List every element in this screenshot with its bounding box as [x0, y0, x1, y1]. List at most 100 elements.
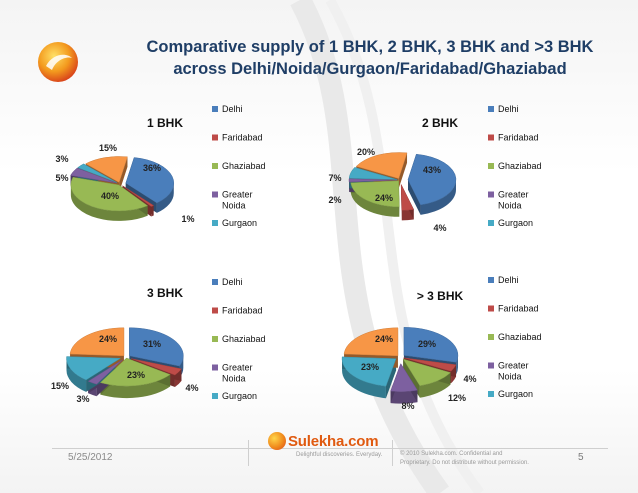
- legend-label-delhi: Delhi: [222, 277, 243, 287]
- legend-label-delhi: Delhi: [222, 104, 243, 114]
- data-label-ghaziabad: 12%: [448, 393, 466, 403]
- data-label-faridabad: 1%: [181, 214, 194, 224]
- slide-title: Comparative supply of 1 BHK, 2 BHK, 3 BH…: [120, 36, 620, 80]
- data-label-ghaziabad: 23%: [127, 370, 145, 380]
- legend-swatch-delhi: [212, 106, 218, 112]
- data-label-other: 20%: [357, 147, 375, 157]
- data-label-gurgaon: 3%: [55, 154, 68, 164]
- chart-title: 3 BHK: [147, 286, 183, 300]
- slice-side-ghaziabad: [100, 374, 171, 399]
- legend-label-gurgaon: Gurgaon: [222, 218, 257, 228]
- slice-greater-noida: [348, 178, 398, 183]
- slice-faridabad: [122, 185, 155, 207]
- slice-edge-delhi: [407, 179, 421, 215]
- legend-label-greater-noida: Greater Noida: [498, 361, 529, 382]
- legend-swatch-greater-noida: [488, 362, 494, 369]
- data-label-faridabad: 4%: [433, 223, 446, 233]
- brand-tagline: Delightful discoveries. Everyday.: [296, 452, 383, 458]
- data-label-other: 24%: [375, 334, 393, 344]
- legend-label-delhi: Delhi: [498, 275, 519, 285]
- legend-label-gurgaon: Gurgaon: [498, 389, 533, 399]
- legend-swatch-ghaziabad: [212, 336, 218, 342]
- data-label-delhi: 43%: [423, 165, 441, 175]
- legend-label-faridabad: Faridabad: [222, 133, 263, 143]
- chart-legend: Delhi Faridabad Ghaziabad Greater Noida Gurga…: [212, 104, 266, 228]
- sulekha-logo-icon: [38, 42, 78, 82]
- chart-title: 2 BHK: [422, 116, 458, 130]
- legend-swatch-delhi: [488, 106, 494, 112]
- footer-date: 5/25/2012: [68, 452, 113, 463]
- data-label-ghaziabad: 40%: [101, 191, 119, 201]
- slice-ghaziabad: [70, 176, 149, 212]
- legend-swatch-ghaziabad: [488, 163, 494, 169]
- pie-chart-4: 29% 4% 12% 8% 23% 24% > 3 BHK Delhi Faridabad Gha…: [341, 275, 542, 411]
- slice-edge-other: [119, 156, 128, 193]
- data-label-other: 15%: [99, 143, 117, 153]
- slice-greater-noida: [87, 359, 123, 385]
- legend-label-greater-noida: Greater Noida: [222, 190, 253, 211]
- chart-title: 1 BHK: [147, 116, 183, 130]
- pie-chart-2: 43% 4% 24% 2% 7% 20% 2 BHK Delhi Faridabad Ghazia…: [328, 104, 541, 233]
- data-label-gurgaon: 23%: [361, 362, 379, 372]
- data-label-gurgaon: 15%: [51, 381, 69, 391]
- data-label-greater-noida: 3%: [76, 394, 89, 404]
- slice-gurgaon: [66, 356, 122, 381]
- page-number: 5: [578, 452, 584, 463]
- slice-faridabad: [403, 357, 457, 372]
- slice-gurgaon: [341, 356, 397, 387]
- legend-swatch-faridabad: [488, 134, 494, 141]
- legend-label-ghaziabad: Ghaziabad: [222, 161, 266, 171]
- legend-label-faridabad: Faridabad: [222, 306, 263, 316]
- data-label-gurgaon: 7%: [328, 173, 341, 183]
- legend-label-greater-noida: Greater Noida: [498, 190, 529, 211]
- slice-ghaziabad: [350, 180, 400, 208]
- footer-brand: Sulekha.com Delightful discoveries. Ever…: [268, 430, 408, 466]
- legend-swatch-faridabad: [488, 305, 494, 312]
- chart-legend: Delhi Faridabad Ghaziabad Greater Noida Gurga…: [488, 275, 542, 399]
- slice-other: [85, 156, 128, 183]
- slice-side-ghaziabad: [70, 184, 148, 221]
- legend-label-ghaziabad: Ghaziabad: [222, 334, 266, 344]
- data-label-delhi: 31%: [143, 339, 161, 349]
- slice-delhi: [403, 327, 459, 363]
- legend-label-delhi: Delhi: [498, 104, 519, 114]
- slice-gurgaon: [77, 163, 118, 183]
- legend-swatch-delhi: [212, 279, 218, 285]
- data-label-ghaziabad: 24%: [375, 193, 393, 203]
- legend-swatch-faridabad: [212, 307, 218, 314]
- title-line-1: Comparative supply of 1 BHK, 2 BHK, 3 BH…: [146, 38, 594, 56]
- legend-swatch-delhi: [488, 277, 494, 283]
- slice-delhi: [125, 157, 175, 204]
- data-label-greater-noida: 5%: [55, 173, 68, 183]
- brand-ball-icon: [268, 432, 286, 450]
- slice-delhi: [129, 327, 184, 367]
- legend-label-faridabad: Faridabad: [498, 133, 539, 143]
- slice-gurgaon: [348, 167, 398, 180]
- slice-side-gurgaon: [342, 358, 386, 399]
- legend-swatch-gurgaon: [212, 393, 218, 399]
- slice-delhi: [407, 153, 457, 206]
- footer-divider: [52, 448, 608, 449]
- legend-swatch-gurgaon: [212, 220, 218, 226]
- copyright-line-2: Proprietary. Do not distribute without p…: [400, 460, 529, 466]
- legend-swatch-ghaziabad: [212, 163, 218, 169]
- footer-copyright: © 2010 Sulekha.com. Confidential and Pro…: [400, 450, 540, 468]
- slice-ghaziabad: [99, 357, 171, 387]
- data-label-delhi: 36%: [143, 163, 161, 173]
- footer-divider-left: [248, 440, 249, 466]
- chart-legend: Delhi Faridabad Ghaziabad Greater Noida Gurga…: [488, 104, 542, 228]
- legend-swatch-gurgaon: [488, 220, 494, 226]
- slice-side-greater-noida: [390, 390, 418, 404]
- legend-swatch-gurgaon: [488, 391, 494, 397]
- brand-name: Sulekha.com: [288, 433, 379, 450]
- slice-greater-noida: [390, 363, 418, 392]
- data-label-greater-noida: 8%: [401, 401, 414, 411]
- data-label-other: 24%: [99, 334, 117, 344]
- slice-other: [69, 327, 125, 357]
- data-label-greater-noida: 2%: [328, 195, 341, 205]
- slice-other: [343, 327, 399, 357]
- slice-other: [355, 152, 408, 179]
- legend-swatch-greater-noida: [488, 191, 494, 198]
